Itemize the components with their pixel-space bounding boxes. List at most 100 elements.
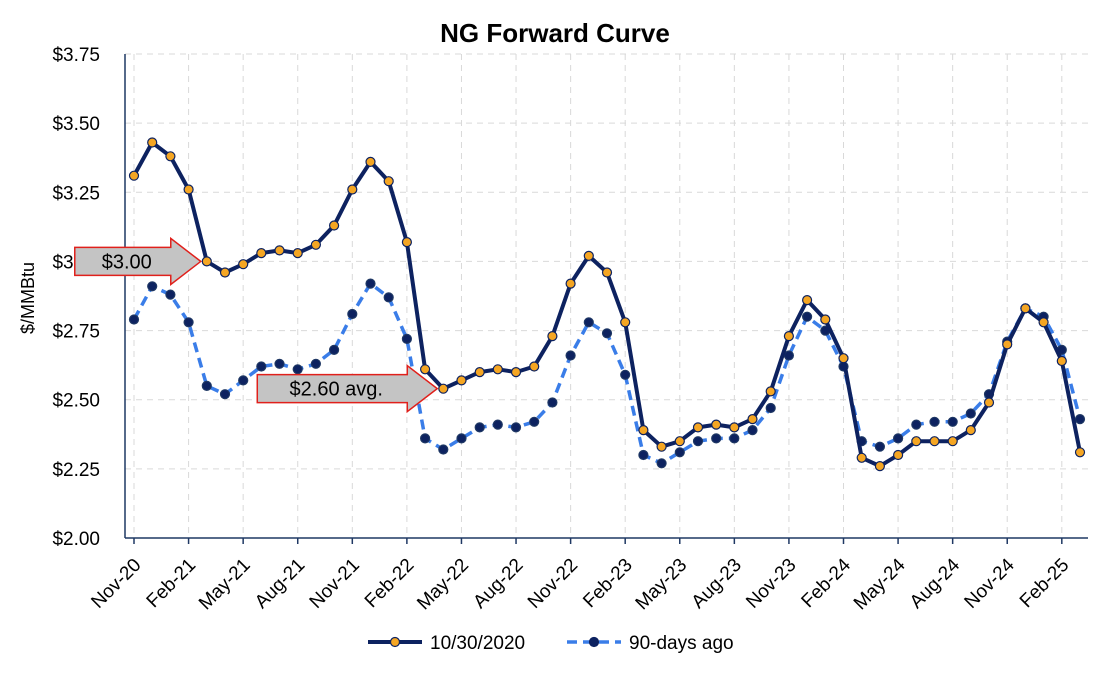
data-point [128,170,140,181]
x-tick-label: Nov-23 [742,555,800,613]
x-tick-label: Aug-24 [906,554,964,612]
chart-title: NG Forward Curve [440,18,670,48]
data-point [565,278,576,289]
data-point [911,436,922,447]
x-tick-label: Aug-23 [688,555,746,613]
data-point [292,364,303,375]
data-point [456,375,467,386]
y-tick-label: $3.25 [52,183,100,204]
y-tick-label: $2.75 [52,322,100,343]
data-point [492,419,503,430]
data-point [801,295,813,306]
y-tick-label: $2.50 [52,391,100,412]
data-point [492,364,503,375]
data-point [656,441,667,452]
data-point [601,328,613,339]
grid-lines [125,53,1088,538]
data-point [201,256,212,267]
x-tick-label: Nov-20 [87,555,145,613]
data-point [911,419,922,430]
data-point [983,397,995,408]
data-point [274,245,285,256]
data-point [747,425,758,436]
data-point [547,331,558,342]
data-point [729,422,740,433]
data-point [565,350,576,361]
series-90-days-ago [128,278,1086,469]
data-point [656,458,667,469]
data-point [547,397,558,408]
data-point [1020,303,1031,314]
data-point [674,436,685,447]
x-tick-label: May-24 [850,554,910,614]
data-point [238,259,249,270]
data-point [310,358,321,369]
data-point [256,248,267,259]
legend-swatch-marker [588,636,600,648]
data-point [347,184,358,195]
data-point [165,289,176,300]
data-point [711,419,722,430]
x-tick-label: May-22 [413,555,473,615]
data-point [474,422,485,433]
data-point [219,389,231,400]
series-layer [128,137,1086,472]
data-point [729,433,740,444]
callout-label: $2.60 avg. [290,379,383,401]
data-point [365,156,376,167]
x-tick-label: Feb-23 [579,555,636,612]
data-point [692,436,704,447]
data-point [183,184,194,195]
data-point [329,220,340,231]
x-tick-label: Nov-24 [961,554,1019,612]
data-point [892,433,904,444]
data-point [383,292,394,303]
data-point [510,422,522,433]
data-point [310,239,321,250]
x-tick-label: Feb-25 [1016,555,1073,612]
data-point [947,416,958,427]
legend-entry: 10/30/2020 [430,633,525,654]
data-point [674,447,685,458]
data-point [256,361,267,372]
x-tick-label: May-23 [632,555,692,615]
x-tick-label: Aug-22 [469,555,527,613]
series-current [128,137,1086,472]
data-point [292,248,303,259]
data-point [765,386,776,397]
data-point [765,402,776,414]
data-point [783,331,795,342]
data-point [1074,414,1086,425]
series-line [132,140,1082,469]
data-point [329,344,340,355]
data-point [1002,339,1013,350]
data-point [183,317,194,328]
y-axis-label: $/MMBtu [18,262,38,334]
callout-arrow [74,236,203,286]
x-tick-labels: Nov-20Feb-21May-21Aug-21Nov-21Feb-22May-… [87,554,1073,614]
x-tick-label: May-21 [195,555,255,615]
data-point [401,333,412,344]
data-point [438,444,449,455]
data-point [856,452,867,463]
data-point [1056,355,1067,367]
data-point [692,422,704,433]
y-tick-label: $3.50 [52,114,100,135]
data-point [801,311,813,322]
data-point [365,278,376,289]
data-point [929,416,940,427]
data-point [420,364,431,375]
data-point [838,353,849,364]
data-point [820,314,831,325]
legend: 10/30/2020 90-days ago [368,633,734,654]
data-point [165,151,176,162]
data-point [529,416,540,427]
legend-swatch-marker [389,636,401,648]
data-point [420,433,431,444]
data-point [438,383,449,394]
data-point [620,369,631,380]
data-point [583,250,594,261]
data-point [874,461,886,472]
data-point [583,317,594,328]
